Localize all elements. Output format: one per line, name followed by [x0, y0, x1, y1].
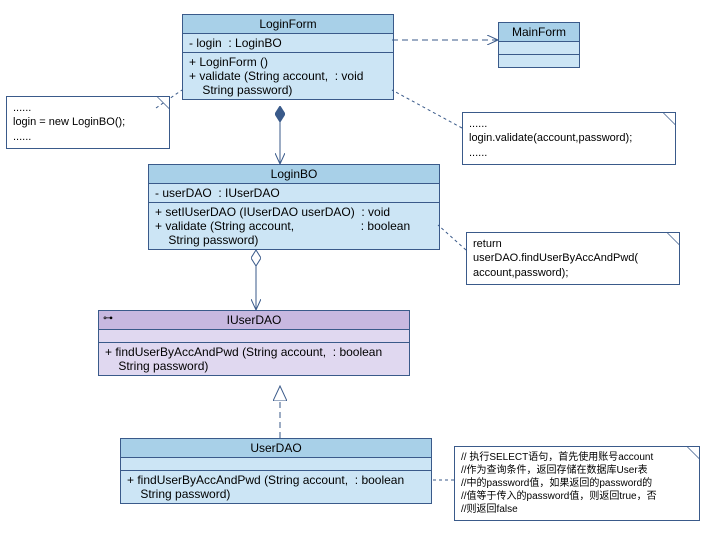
class-ops: + LoginForm () + validate (String accoun…	[183, 53, 393, 99]
class-attrs: - login : LoginBO	[183, 34, 393, 53]
class-title: MainForm	[499, 23, 579, 42]
class-ops: + findUserByAccAndPwd (String account, :…	[121, 471, 431, 503]
note-userdao-comment: // 执行SELECT语句，首先使用账号account //作为查询条件，返回存…	[454, 446, 700, 521]
class-ops: + setIUserDAO (IUserDAO userDAO) : void …	[149, 203, 439, 249]
note-return-userdao: return userDAO.findUserByAccAndPwd( acco…	[466, 232, 680, 285]
class-title: ⊶ IUserDAO	[99, 311, 409, 330]
anchor-n3	[438, 225, 466, 250]
class-title: LoginForm	[183, 15, 393, 34]
note-login-new: ...... login = new LoginBO(); ......	[6, 96, 170, 149]
anchor-n2	[392, 90, 462, 128]
class-attrs: - userDAO : IUserDAO	[149, 184, 439, 203]
class-ops	[499, 55, 579, 67]
interface-iuserdao: ⊶ IUserDAO + findUserByAccAndPwd (String…	[98, 310, 410, 376]
class-mainform: MainForm	[498, 22, 580, 68]
interface-icon: ⊶	[103, 313, 113, 324]
class-loginbo: LoginBO - userDAO : IUserDAO + setIUserD…	[148, 164, 440, 250]
class-ops: + findUserByAccAndPwd (String account, :…	[99, 343, 409, 375]
class-loginform: LoginForm - login : LoginBO + LoginForm …	[182, 14, 394, 100]
class-title-text: IUserDAO	[227, 313, 282, 327]
class-attrs	[121, 458, 431, 471]
class-userdao: UserDAO + findUserByAccAndPwd (String ac…	[120, 438, 432, 504]
class-title: LoginBO	[149, 165, 439, 184]
class-attrs	[99, 330, 409, 343]
class-attrs	[499, 42, 579, 55]
class-title: UserDAO	[121, 439, 431, 458]
note-login-validate: ...... login.validate(account,password);…	[462, 112, 676, 165]
